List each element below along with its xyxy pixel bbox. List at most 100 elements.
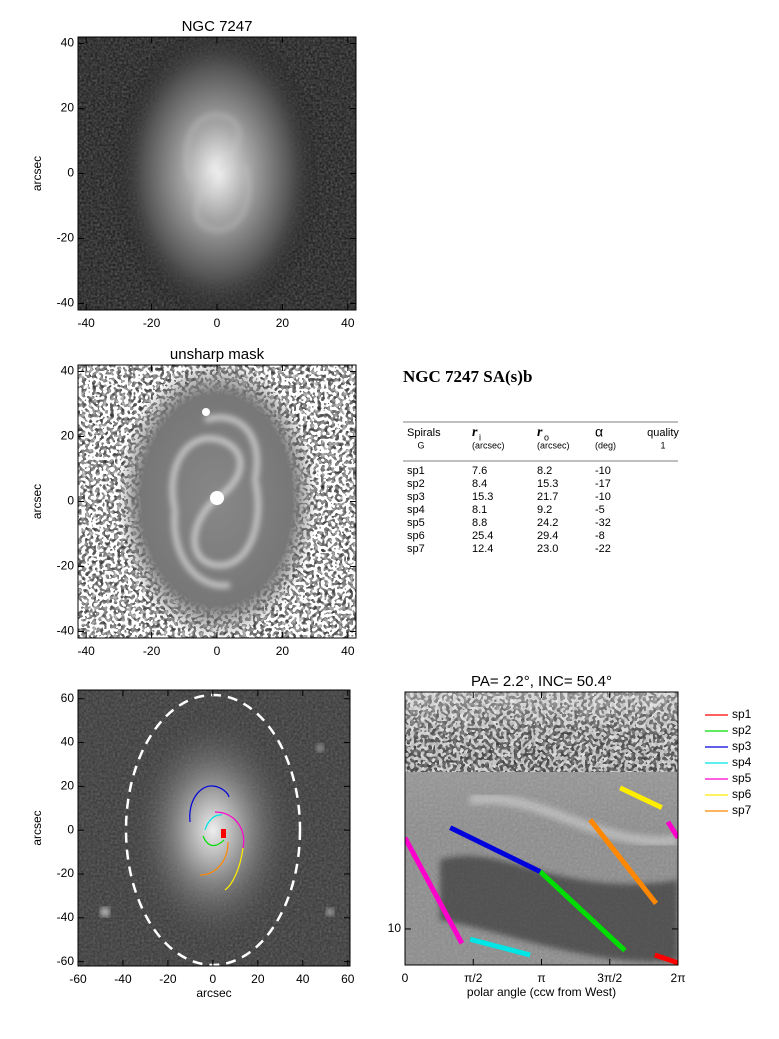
y-tick-label: 20 xyxy=(61,101,75,115)
spiral-segment xyxy=(405,820,678,945)
column-sub: (arcsec) xyxy=(537,440,570,450)
y-tick-label: 0 xyxy=(67,822,74,836)
table-cell: sp4 xyxy=(407,504,425,516)
spiral-segment xyxy=(653,952,678,965)
x-tick-label: 40 xyxy=(296,972,310,986)
spiral-segment xyxy=(538,869,627,953)
column-header: α xyxy=(595,424,603,440)
column-sub: 1 xyxy=(660,440,665,450)
legend-label: sp7 xyxy=(732,803,752,817)
y-tick-label: -40 xyxy=(57,296,75,310)
y-tick-label: -20 xyxy=(57,559,75,573)
y-tick-label: 0 xyxy=(67,166,74,180)
table-cell: 8.8 xyxy=(472,517,487,529)
spiral-segment xyxy=(619,785,663,810)
column-header: quality xyxy=(647,427,679,439)
plot-frame xyxy=(77,689,351,967)
chart-title: unsharp mask xyxy=(170,346,265,363)
table-cell: 8.2 xyxy=(537,465,552,477)
table-cell: 24.2 xyxy=(537,517,558,529)
chart-title: NGC 7247 xyxy=(182,18,253,35)
galaxy-image xyxy=(78,37,356,310)
table-cell: sp7 xyxy=(407,543,425,555)
table-cell: 8.4 xyxy=(472,478,487,490)
column-index: i xyxy=(479,432,481,442)
x-axis-label: polar angle (ccw from West) xyxy=(467,985,616,999)
x-tick-label: -40 xyxy=(78,316,96,330)
legend-label: sp6 xyxy=(732,787,752,801)
y-tick-label: 40 xyxy=(61,735,75,749)
column-sub: (arcsec) xyxy=(472,440,505,450)
spiral-segment xyxy=(469,936,531,958)
x-tick-label: -60 xyxy=(69,972,87,986)
legend-label: sp1 xyxy=(732,707,752,721)
x-tick-label: -40 xyxy=(114,972,132,986)
y-axis-label: arcsec xyxy=(30,484,44,519)
table-cell: -10 xyxy=(595,491,611,503)
table-cell: sp3 xyxy=(407,491,425,503)
x-tick-label: 3π/2 xyxy=(597,971,622,985)
x-tick-label: 0 xyxy=(214,644,221,658)
table-cell: 15.3 xyxy=(472,491,493,503)
table-cell: 15.3 xyxy=(537,478,558,490)
column-header: Spirals xyxy=(407,427,441,439)
y-tick-label: 0 xyxy=(67,494,74,508)
spiral-segment xyxy=(588,818,659,905)
table-cell: -10 xyxy=(595,465,611,477)
y-tick-label: -20 xyxy=(57,231,75,245)
overlay-image xyxy=(78,690,350,966)
y-tick-label: -40 xyxy=(57,910,75,924)
y-tick-label: 20 xyxy=(61,429,75,443)
y-tick-label: 60 xyxy=(61,691,75,705)
legend-label: sp3 xyxy=(732,739,752,753)
x-tick-label: 60 xyxy=(341,972,355,986)
table-cell: 29.4 xyxy=(537,530,558,542)
legend-label: sp2 xyxy=(732,723,752,737)
table-cell: sp1 xyxy=(407,465,425,477)
table-cell: sp5 xyxy=(407,517,425,529)
y-tick-label: 20 xyxy=(61,779,75,793)
table-cell: 12.4 xyxy=(472,543,493,555)
table-cell: 25.4 xyxy=(472,530,493,542)
y-tick-label: -20 xyxy=(57,866,75,880)
polar-image xyxy=(405,692,678,965)
x-tick-label: π/2 xyxy=(464,971,483,985)
table-cell: 7.6 xyxy=(472,465,487,477)
column-header: r xyxy=(472,425,478,440)
table-cell: -17 xyxy=(595,478,611,490)
y-tick-label: -40 xyxy=(57,624,75,638)
table-cell: sp6 xyxy=(407,530,425,542)
table-cell: -5 xyxy=(595,504,605,516)
unsharp-image xyxy=(78,365,356,638)
x-tick-label: 0 xyxy=(210,972,217,986)
x-tick-label: 0 xyxy=(214,316,221,330)
x-tick-label: 2π xyxy=(671,971,686,985)
x-axis-label: arcsec xyxy=(196,986,231,1000)
y-tick-label: 10 xyxy=(388,921,402,935)
table-cell: -22 xyxy=(595,543,611,555)
x-tick-label: 20 xyxy=(276,644,290,658)
x-tick-label: -20 xyxy=(143,644,161,658)
legend-label: sp5 xyxy=(732,771,752,785)
table-cell: -32 xyxy=(595,517,611,529)
table-cell: sp2 xyxy=(407,478,425,490)
x-tick-label: -20 xyxy=(159,972,177,986)
x-tick-label: π xyxy=(537,971,545,985)
x-tick-label: 40 xyxy=(341,316,355,330)
column-header: r xyxy=(537,425,543,440)
table-title: NGC 7247 SA(s)b xyxy=(403,367,532,386)
legend-label: sp4 xyxy=(732,755,752,769)
table-cell: -8 xyxy=(595,530,605,542)
y-tick-label: 40 xyxy=(61,36,75,50)
spiral-segment xyxy=(449,825,542,874)
x-tick-label: -20 xyxy=(143,316,161,330)
y-tick-label: -60 xyxy=(57,954,75,968)
x-tick-label: 0 xyxy=(402,971,409,985)
table-cell: 23.0 xyxy=(537,543,558,555)
chart-title: PA= 2.2°, INC= 50.4° xyxy=(471,673,612,690)
column-index: o xyxy=(544,432,549,442)
column-sub: (deg) xyxy=(595,440,616,450)
column-sub: G xyxy=(417,440,424,450)
